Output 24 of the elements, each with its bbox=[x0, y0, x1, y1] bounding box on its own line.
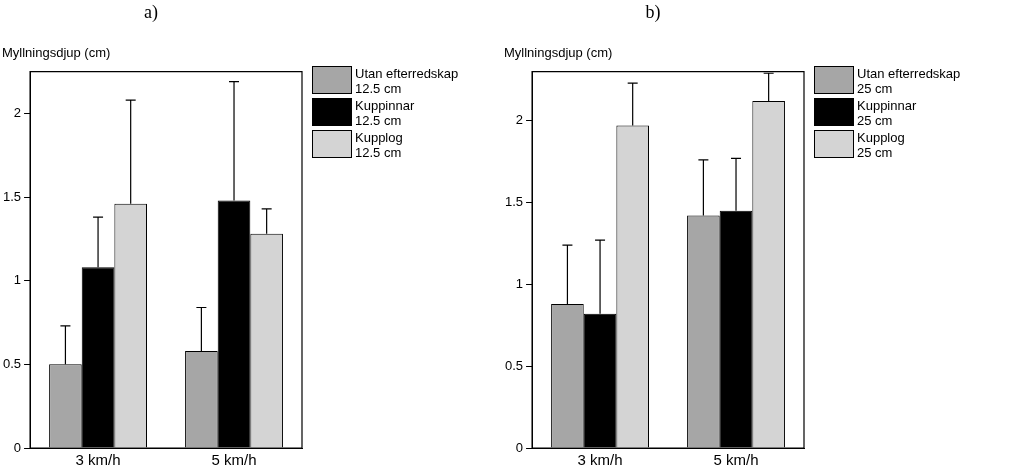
x-tick-label: 5 km/h bbox=[713, 451, 759, 469]
y-tick-label: 0.5 bbox=[2, 355, 22, 371]
y-tick-label: 1 bbox=[13, 272, 22, 288]
legend-label: Utan efterredskap 25 cm bbox=[857, 66, 961, 96]
x-tick-label: 3 km/h bbox=[577, 451, 623, 469]
legend-label: Kuppinnar 25 cm bbox=[857, 98, 917, 128]
y-axis-title: Myllningsdjup (cm) bbox=[2, 44, 111, 60]
y-tick-label: 1 bbox=[515, 275, 524, 291]
y-tick-label: 2 bbox=[515, 112, 524, 128]
x-tick-label: 5 km/h bbox=[211, 451, 257, 469]
y-tick-label: 0 bbox=[13, 439, 22, 455]
y-tick-label: 2 bbox=[13, 105, 22, 120]
legend-label: Utan efterredskap 12.5 cm bbox=[355, 66, 459, 96]
y-tick-label: 1.5 bbox=[504, 194, 524, 210]
y-tick-label: 0.5 bbox=[504, 357, 524, 373]
y-tick-label: 1.5 bbox=[2, 188, 22, 204]
chart-title: a) bbox=[144, 1, 158, 23]
chart-title: b) bbox=[645, 1, 661, 23]
legend-label: Kuppinnar 12.5 cm bbox=[355, 98, 415, 128]
legend-label: Kupplog 25 cm bbox=[857, 130, 905, 160]
legend-label: Kupplog 12.5 cm bbox=[355, 130, 403, 160]
y-tick-label: 0 bbox=[515, 439, 524, 455]
y-axis-title: Myllningsdjup (cm) bbox=[504, 44, 613, 60]
x-tick-label: 3 km/h bbox=[75, 451, 121, 469]
